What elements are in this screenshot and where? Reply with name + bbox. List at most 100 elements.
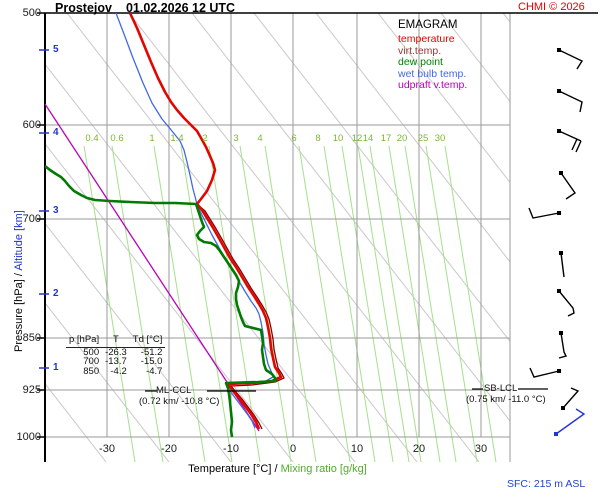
legend-item-updraft: udpraft v.temp. [398, 79, 468, 92]
wind-barb-station-dot [561, 406, 565, 410]
plot-frame [44, 12, 598, 462]
wind-barb [575, 140, 582, 153]
mixing-ratio-label: 4 [257, 133, 263, 144]
altitude-tick-label: 2 [53, 288, 59, 299]
table-row: 700 -13.7 -15.0 [66, 357, 165, 367]
wind-barb-station-dot [557, 129, 561, 133]
mixing-ratio-label: 6 [291, 133, 297, 144]
table-cell: -4.7 [146, 365, 163, 377]
mixing-ratio-label: 1 [149, 133, 155, 144]
wind-barbs [528, 48, 586, 436]
table-cell: 700 [83, 356, 100, 367]
y-axis-label: Pressure [hPa] / Altitude [km] [13, 210, 25, 352]
legend-item-wet-bulb: wet bulb temp. [398, 67, 467, 80]
table-cell: 500 [83, 346, 100, 358]
pressure-tick-label: 700 [22, 213, 41, 225]
wind-barb [558, 290, 575, 317]
temperature-tick-label: -10 [223, 443, 239, 455]
table-cell: -15.0 [140, 356, 163, 367]
wind-barb [528, 207, 560, 219]
wind-barb [562, 387, 580, 409]
mixing-ratio-label: 8 [315, 133, 321, 144]
table-cell: -4.2 [110, 365, 127, 377]
ml-ccl-label: ML-CCL [156, 385, 192, 396]
wind-barb-station-dot [559, 171, 563, 175]
wind-barb [560, 252, 565, 278]
wind-barb-station-dot [559, 331, 563, 335]
wind-barb-station-dot [557, 369, 561, 373]
mixing-ratio-label: 25 [417, 133, 429, 144]
wind-barb [558, 332, 568, 359]
altitude-tick-label: 5 [53, 44, 59, 55]
mixing-ratio-label: 0.6 [110, 133, 124, 144]
x-axis-label-temperature: Temperature [°C] [188, 463, 272, 475]
wind-barb [558, 130, 582, 142]
altitude-tick-label: 1 [53, 362, 59, 373]
curve-virt_temp [196, 203, 285, 430]
wind-barb [529, 367, 560, 378]
altitude-tick-label: 4 [53, 127, 59, 138]
wind-barb [558, 49, 584, 70]
x-axis-label: Temperature [°C] / Mixing ratio [g/kg] [45, 463, 510, 475]
station-name: Prostejov [55, 1, 112, 15]
legend: temperature virt.temp. dew point wet bul… [398, 33, 468, 92]
curve-dew_point [45, 164, 278, 438]
mixing-ratio-label: 12 [351, 133, 363, 144]
table-header-cell: T [102, 335, 130, 348]
table-header-cell: p [hPa] [66, 335, 103, 348]
mixing-ratio-label: 20 [396, 133, 408, 144]
mixing-ratio-lines [83, 145, 497, 462]
temperature-tick-label: 0 [289, 443, 297, 455]
mixing-ratio-label: 3 [233, 133, 239, 144]
wind-barb [558, 90, 583, 113]
x-axis-label-separator: / [271, 463, 281, 475]
wind-barb-station-dot [557, 211, 561, 215]
pressure-tick-label: 600 [22, 119, 41, 131]
pressure-tick-label: 500 [22, 7, 41, 19]
surface-elevation-label: SFC: 215 m ASL [507, 478, 586, 490]
wind-barb-station-dot [554, 432, 558, 436]
legend-item-temperature: temperature [398, 33, 455, 45]
table-cell: -51.2 [140, 346, 163, 358]
wind-barb-station-dot [557, 89, 561, 93]
altitude-tick-label: 3 [53, 205, 59, 216]
mixing-ratio-label: 2 [202, 133, 208, 144]
table-cell: 850 [83, 365, 100, 377]
table-cell: -26.3 [105, 346, 127, 358]
wind-barb [555, 408, 586, 435]
wind-barb [560, 172, 576, 200]
x-axis-label-mixing: Mixing ratio [g/kg] [280, 463, 367, 475]
pressure-tick-label: 925 [22, 384, 41, 396]
axis-ticks [37, 12, 49, 438]
table-row: 850 -4.2 -4.7 [66, 365, 165, 377]
mixing-ratio-label: 14 [362, 133, 374, 144]
level-marker-lines [145, 388, 548, 392]
wind-barb [571, 138, 578, 151]
copyright-text: CHMI © 2026 [518, 1, 585, 13]
sounding-datetime: 01.02.2026 12 UTC [125, 1, 236, 15]
sb-lcl-label: SB-LCL [484, 383, 518, 394]
station-title: Prostejov 01.02.2026 12 UTC [55, 1, 235, 15]
legend-item-virt-temp: virt.temp. [398, 44, 442, 57]
legend-title: EMAGRAM [398, 19, 458, 31]
mixing-ratio-label: 10 [332, 133, 344, 144]
table-header-cell: Td [°C] [129, 335, 166, 348]
mixing-ratio-label: 1.4 [170, 133, 184, 144]
ml-ccl-detail: (0.72 km/ -10.8 °C) [139, 396, 220, 407]
mixing-ratio-label: 0.4 [85, 133, 99, 144]
sounding-curves [45, 13, 285, 438]
y-axis-label-separator: / [13, 270, 25, 280]
wind-barb-station-dot [557, 289, 561, 293]
pressure-tick-label: 1000 [16, 431, 41, 443]
mixing-ratio-label: 30 [434, 133, 446, 144]
temperature-tick-label: 20 [412, 443, 426, 455]
pressure-tick-label: 850 [22, 332, 41, 344]
temperature-tick-label: -30 [99, 443, 115, 455]
sounding-data-table: p [hPa] T Td [°C] 500 -26.3 -51.2 700 -13.7 -15.… [66, 335, 166, 377]
temperature-tick-label: 10 [350, 443, 364, 455]
wind-barb-station-dot [559, 251, 563, 255]
sb-lcl-detail: (0.75 km/ -11.0 °C) [466, 394, 546, 405]
temperature-tick-label: -20 [161, 443, 177, 455]
